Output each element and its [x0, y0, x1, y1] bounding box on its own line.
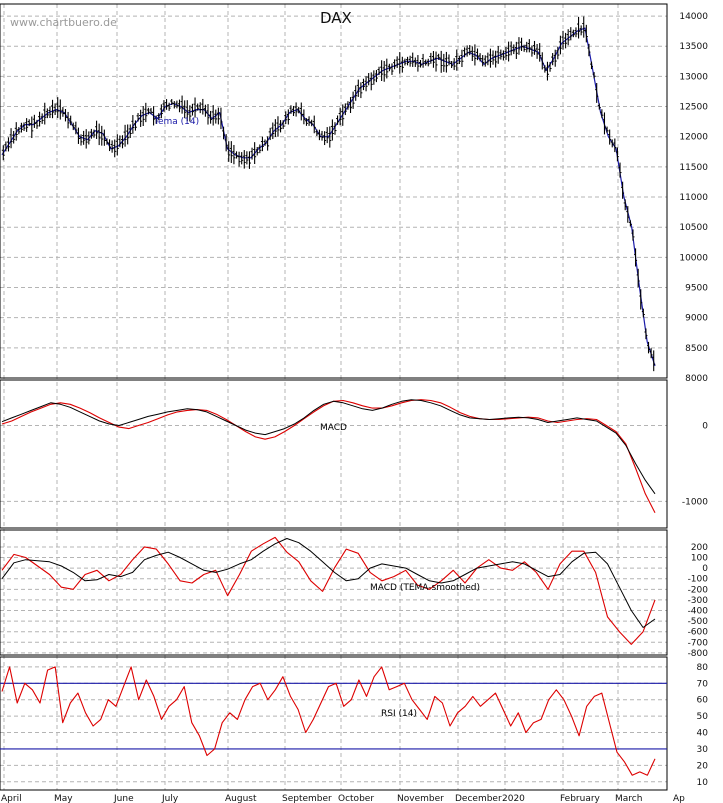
ytick-label: 50	[697, 712, 709, 722]
ytick-label: 11500	[679, 163, 708, 173]
macd-label: MACD	[320, 423, 347, 433]
ytick-label: 13500	[679, 42, 708, 52]
watermark: www.chartbuero.de	[10, 16, 117, 29]
month-label-7: November	[397, 794, 444, 803]
ytick-label: 60	[697, 696, 709, 706]
ytick-label: 12000	[679, 133, 708, 143]
ytick-label: 11000	[679, 193, 708, 203]
month-label-9: 2020	[502, 794, 525, 803]
ytick-label: 10	[697, 778, 709, 788]
ytick-label: 9000	[685, 314, 708, 324]
month-label-10: February	[560, 794, 601, 803]
ytick-label: 200	[691, 543, 708, 553]
ytick-label: 70	[697, 679, 709, 689]
ytick-label: -1000	[682, 497, 708, 507]
ytick-label: 40	[697, 729, 709, 739]
ytick-label: 9500	[685, 284, 708, 294]
macd-tema-signal-line	[1, 536, 656, 645]
month-label-1: May	[54, 794, 73, 803]
ytick-label: 8500	[685, 344, 708, 354]
tema-label: Tema (14)	[153, 117, 199, 127]
chart-title: DAX	[320, 9, 352, 27]
ytick-label: -200	[688, 585, 709, 595]
month-label-2: June	[113, 794, 134, 803]
month-label-0: April	[1, 794, 22, 803]
month-label-8: December	[455, 794, 502, 803]
ytick-label: 14000	[679, 12, 708, 22]
ytick-label: -500	[688, 617, 709, 627]
month-label-11: March	[615, 794, 642, 803]
rsi-line	[1, 666, 656, 776]
ytick-label: 20	[697, 761, 709, 771]
macd-line	[1, 399, 656, 495]
ytick-label: 0	[702, 564, 708, 574]
ytick-label: 0	[702, 422, 708, 432]
grid	[0, 4, 667, 790]
ytick-label: -600	[688, 628, 709, 638]
month-label-6: October	[338, 794, 374, 803]
ytick-label: 10000	[679, 253, 708, 263]
ytick-label: 12500	[679, 103, 708, 113]
month-label-12: Ap	[673, 794, 685, 803]
ytick-label: 80	[697, 663, 709, 673]
ytick-label: -400	[688, 607, 709, 617]
ytick-label: 8000	[685, 374, 708, 384]
ytick-label: -300	[688, 596, 709, 606]
rsi-label: RSI (14)	[381, 709, 417, 719]
ytick-label: 10500	[679, 223, 708, 233]
macd-tema-line	[1, 538, 656, 628]
ytick-label: -700	[688, 638, 709, 648]
macd-tema-label: MACD (TEMA-smoothed)	[370, 583, 480, 593]
month-label-3: July	[161, 794, 179, 803]
ytick-label: -100	[688, 575, 709, 585]
ytick-label: 30	[697, 745, 709, 755]
month-label-4: August	[225, 794, 257, 803]
pane-frame-1	[0, 379, 668, 529]
ytick-label: 13000	[679, 72, 708, 82]
ytick-label: -800	[688, 649, 709, 659]
pane-frame-3	[0, 656, 668, 791]
pane-frame-0	[0, 3, 668, 379]
panes	[0, 3, 668, 791]
axis-labels: 8000850090009500100001050011000115001200…	[1, 12, 708, 803]
macd-signal-line	[1, 399, 656, 514]
month-label-5: September	[282, 794, 332, 803]
marks: Tema (14) MACD MACD (TEMA-smoothed) RSI (14…	[0, 16, 667, 776]
ytick-label: 100	[691, 554, 708, 564]
pane-frame-2	[0, 529, 668, 656]
